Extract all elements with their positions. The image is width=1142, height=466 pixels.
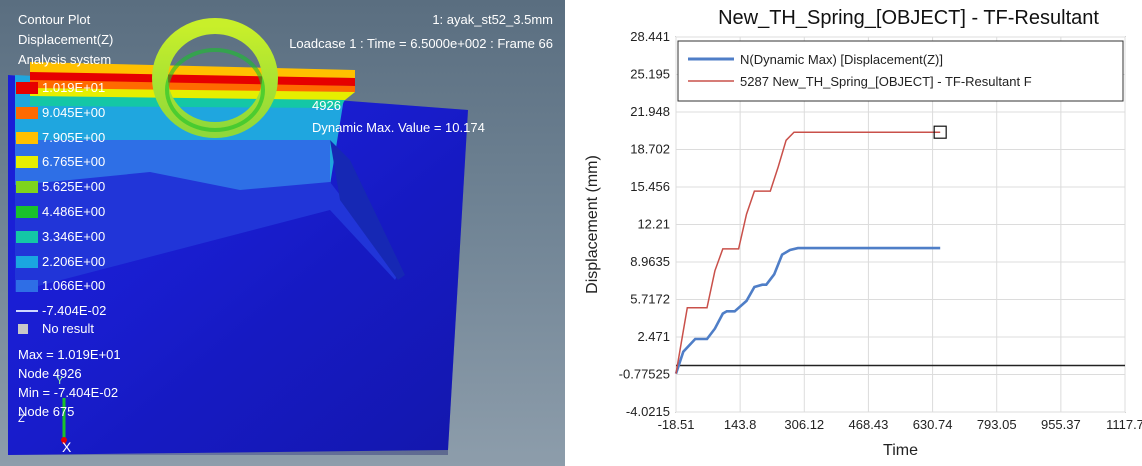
- chart-legend-box: [677, 40, 1124, 102]
- model-name-label: 1: ayak_st52_3.5mm: [432, 12, 553, 27]
- system-label: Analysis system: [18, 52, 112, 67]
- x-tick-label: 143.8: [724, 417, 757, 432]
- legend-label: 2.206E+00: [42, 253, 106, 269]
- triad-z-label: Z: [18, 413, 25, 425]
- y-tick-label: 8.9635: [630, 254, 670, 269]
- y-axis-label: Displacement (mm): [584, 155, 601, 294]
- min-node-label: Node 675: [18, 404, 75, 419]
- legend-swatch: [16, 156, 38, 169]
- legend-label: 7.905E+00: [42, 129, 106, 145]
- legend-swatch: [16, 310, 38, 313]
- chart-title: New_TH_Spring_[OBJECT] - TF-Resultant: [718, 7, 1099, 29]
- y-tick-label: 2.471: [637, 329, 670, 344]
- legend-swatch: [16, 181, 38, 194]
- legend-swatch: [16, 280, 38, 293]
- dynamic-max-label: Dynamic Max. Value = 10.174: [312, 120, 485, 135]
- legend-entry-label: N(Dynamic Max) [Displacement(Z)]: [740, 52, 943, 67]
- wall-lower: [15, 172, 400, 292]
- panel-divider: [565, 0, 577, 466]
- no-result-square-icon: [18, 324, 28, 334]
- model-render[interactable]: [0, 0, 565, 466]
- y-tick-label: -0.77525: [619, 367, 670, 382]
- series-line: [674, 246, 941, 375]
- legend-entry-label: 5287 New_TH_Spring_[OBJECT] - TF-Resulta…: [740, 74, 1032, 89]
- x-tick-label: 306.12: [784, 417, 824, 432]
- x-tick-label: 955.37: [1041, 417, 1081, 432]
- y-tick-label: 5.7172: [630, 292, 670, 307]
- x-tick-label: 793.05: [977, 417, 1017, 432]
- legend-swatch: [16, 131, 38, 144]
- max-node-label: Node 4926: [18, 366, 82, 381]
- legend-swatch: [16, 255, 38, 268]
- triad-origin: [61, 437, 67, 443]
- y-tick-label: 21.948: [630, 104, 670, 119]
- legend-label: 1.066E+00: [42, 278, 106, 294]
- legend-label: 3.346E+00: [42, 228, 106, 244]
- max-value-label: Max = 1.019E+01: [18, 347, 121, 362]
- legend-label: -7.404E-02: [42, 303, 107, 319]
- legend-label: 6.765E+00: [42, 154, 106, 170]
- legend-label: 1.019E+01: [42, 80, 106, 95]
- y-tick-label: -4.0215: [626, 404, 670, 419]
- min-value-label: Min = -7.404E-02: [18, 385, 119, 400]
- legend-label: 9.045E+00: [42, 104, 106, 120]
- result-type-label: Displacement(Z): [18, 32, 114, 47]
- y-tick-label: 25.195: [630, 67, 670, 82]
- loadcase-label: Loadcase 1 : Time = 6.5000e+002 : Frame …: [289, 36, 553, 51]
- legend-label: 5.625E+00: [42, 179, 106, 195]
- legend-swatch: [16, 106, 38, 119]
- triad-x-label: X: [62, 439, 72, 455]
- y-tick-label: 12.21: [637, 217, 670, 232]
- x-tick-label: 630.74: [913, 417, 953, 432]
- node-annotation: 4926: [312, 98, 341, 113]
- x-tick-label: 1117.7: [1106, 417, 1142, 432]
- legend-label: 4.486E+00: [42, 204, 106, 219]
- legend-swatch: [16, 82, 38, 94]
- legend-swatch: [16, 206, 38, 218]
- y-tick-label: 18.702: [630, 142, 670, 157]
- plot-type-label: Contour Plot: [18, 12, 91, 27]
- contour-viewport[interactable]: Contour Plot Displacement(Z) Analysis sy…: [0, 0, 565, 466]
- y-tick-label: 28.441: [630, 29, 670, 44]
- x-tick-label: 468.43: [849, 417, 889, 432]
- ring-inner: [165, 48, 265, 132]
- legend-swatch: [16, 230, 38, 243]
- xy-plot-panel[interactable]: 28.441 25.195 21.948 18.702 15.456 12.21 8.963…: [577, 0, 1142, 466]
- wall-edge: [330, 140, 405, 280]
- line-chart[interactable]: 28.441 25.195 21.948 18.702 15.456 12.21 8.963…: [577, 0, 1142, 466]
- triad-y-label: Y: [56, 375, 64, 387]
- x-axis-label: Time: [883, 442, 918, 459]
- series-line: [675, 131, 941, 374]
- end-marker: [933, 125, 947, 139]
- x-tick-label: -18.51: [658, 417, 695, 432]
- y-tick-label: 15.456: [630, 179, 670, 194]
- no-result-label: No result: [42, 321, 95, 336]
